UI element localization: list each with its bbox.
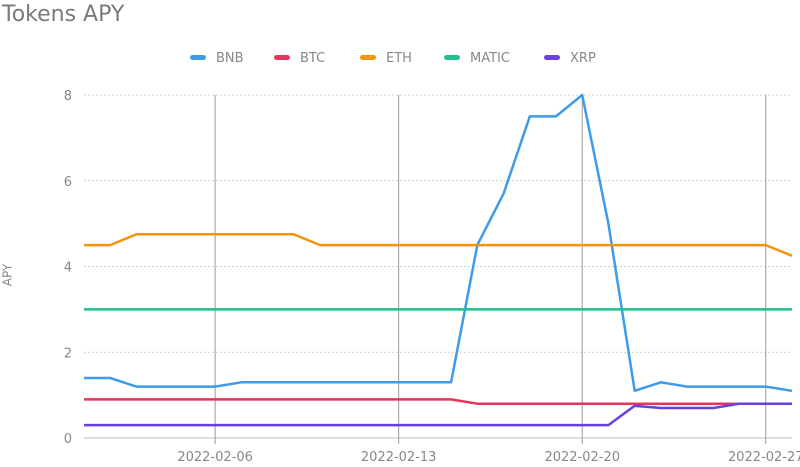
- legend-swatch: [444, 55, 460, 60]
- y-tick-label: 2: [64, 346, 72, 361]
- x-tick-label: 2022-02-06: [177, 450, 253, 465]
- series-line-bnb: [84, 93, 793, 393]
- grid-lines: [84, 94, 792, 444]
- series-line-btc: [84, 398, 792, 405]
- legend-item-xrp[interactable]: XRP: [544, 51, 596, 66]
- legend-item-bnb[interactable]: BNB: [190, 51, 244, 66]
- legend[interactable]: BNB BTC ETH MATIC XRP: [190, 51, 596, 66]
- legend-label: XRP: [570, 51, 596, 66]
- series-lines: [84, 93, 793, 427]
- legend-item-matic[interactable]: MATIC: [444, 51, 510, 66]
- x-tick-label: 2022-02-13: [361, 450, 437, 465]
- y-tick-label: 8: [64, 89, 72, 104]
- legend-label: MATIC: [470, 51, 510, 66]
- y-tick-label: 4: [64, 261, 72, 276]
- series-line-xrp: [84, 402, 792, 427]
- legend-item-btc[interactable]: BTC: [274, 51, 325, 66]
- y-tick-label: 0: [64, 432, 72, 447]
- chart-title: Tokens APY: [2, 2, 125, 27]
- x-tick-label: 2022-02-27: [728, 450, 800, 465]
- legend-item-eth[interactable]: ETH: [360, 51, 412, 66]
- x-tick-label: 2022-02-20: [544, 450, 620, 465]
- legend-label: BNB: [216, 51, 244, 66]
- x-axis-ticks: 2022-02-06 2022-02-13 2022-02-20 2022-02-27: [177, 450, 800, 465]
- legend-swatch: [360, 55, 376, 60]
- y-tick-label: 6: [64, 175, 72, 190]
- legend-swatch: [274, 55, 290, 60]
- series-line-eth: [84, 233, 793, 257]
- legend-swatch: [544, 55, 560, 60]
- legend-label: ETH: [386, 51, 412, 66]
- legend-swatch: [190, 55, 206, 60]
- y-axis-ticks: 0 2 4 6 8: [64, 89, 72, 447]
- legend-label: BTC: [300, 51, 325, 66]
